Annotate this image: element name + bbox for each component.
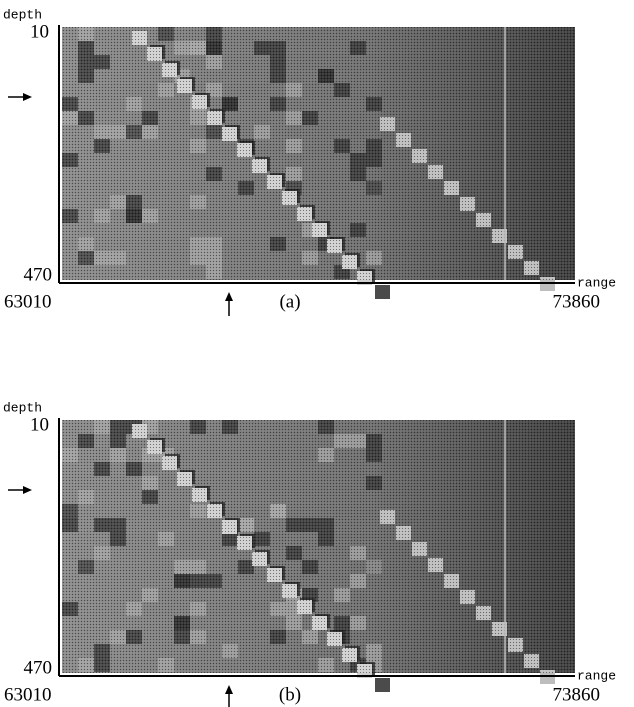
range-arrow-head (225, 685, 233, 694)
depth-label: depth (3, 7, 42, 22)
range-tick-label: 63010 (4, 291, 52, 312)
range-arrow-head (225, 292, 233, 301)
depth-tick-label: 10 (30, 414, 49, 435)
range-tick-label: 73860 (553, 684, 601, 705)
depth-tick-label: 10 (30, 21, 49, 42)
depth-tick-label: 470 (24, 264, 53, 285)
panel: depth range 10 470 63010 73860 (a) (3, 7, 616, 316)
caption: (b) (279, 684, 301, 705)
depth-arrow-head (23, 93, 32, 101)
caption: (a) (279, 291, 300, 312)
range-label: range (577, 275, 616, 290)
cell (375, 678, 390, 692)
range-tick-label: 63010 (4, 684, 52, 705)
panel: depth range 10 470 63010 73860 (b) (3, 400, 616, 707)
depth-arrow-head (23, 486, 32, 494)
cell (375, 285, 390, 299)
image-texture (62, 420, 575, 673)
depth-label: depth (3, 400, 42, 415)
image-texture (62, 27, 575, 280)
range-tick-label: 73860 (553, 291, 601, 312)
range-label: range (577, 668, 616, 683)
depth-tick-label: 470 (24, 657, 53, 678)
